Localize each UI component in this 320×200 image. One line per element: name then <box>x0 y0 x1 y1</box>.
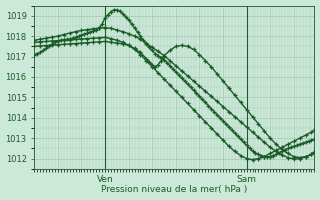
X-axis label: Pression niveau de la mer( hPa ): Pression niveau de la mer( hPa ) <box>101 185 247 194</box>
Text: Ven: Ven <box>97 175 114 184</box>
Text: Sam: Sam <box>236 175 257 184</box>
